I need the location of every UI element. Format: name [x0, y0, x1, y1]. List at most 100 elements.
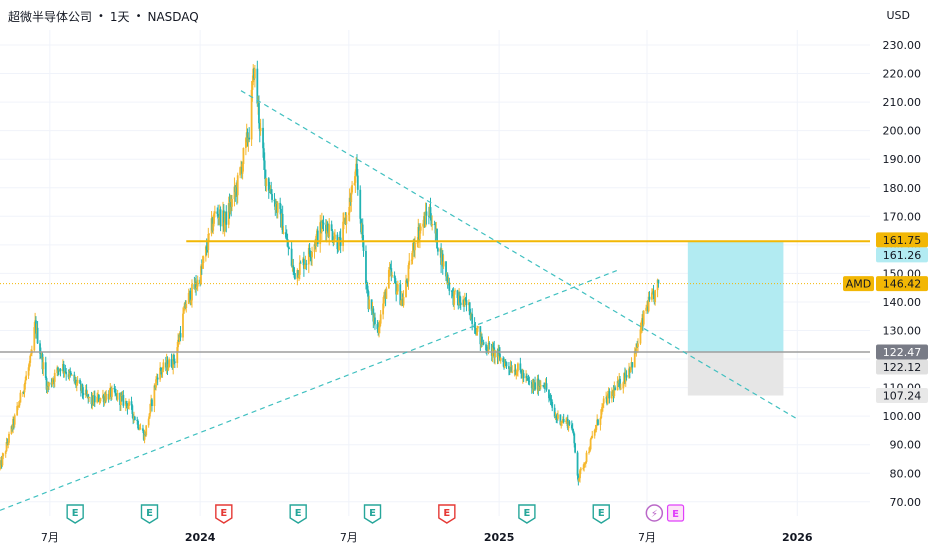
candle-body [267, 178, 270, 191]
candle-body [19, 392, 22, 403]
event-marker[interactable]: E [140, 504, 159, 524]
candle-body [354, 171, 357, 183]
candle-body [75, 383, 78, 386]
candle-body [29, 355, 32, 363]
candle [88, 396, 90, 403]
candle-body [246, 132, 249, 143]
candle-body [125, 401, 128, 405]
separator-dot-icon: • [98, 11, 104, 22]
candle-body [648, 296, 651, 300]
candle-body [366, 285, 369, 292]
price-tag-text: 122.12 [883, 361, 922, 374]
candle-body [442, 261, 445, 267]
candle-body [85, 389, 88, 395]
candle-body [70, 374, 73, 376]
candle-body [173, 354, 175, 362]
candle [436, 247, 439, 256]
candle-body [584, 463, 586, 465]
price-tag: 122.12 [876, 359, 928, 375]
candle [36, 321, 39, 345]
candle-body [657, 279, 660, 284]
candle-body [382, 303, 385, 315]
candle [96, 392, 99, 404]
candle [122, 390, 125, 408]
candle-body [120, 395, 122, 406]
x-tick-label: 2024 [185, 531, 216, 544]
candle-body [588, 449, 591, 452]
event-marker[interactable]: ⚡ [645, 504, 664, 522]
candle [510, 361, 513, 373]
candle-body [281, 214, 284, 234]
candle-body [537, 378, 540, 391]
candle [309, 250, 312, 262]
candle [69, 367, 72, 378]
candle [196, 275, 199, 292]
candle-body [251, 82, 254, 90]
candle [213, 205, 216, 218]
candle-body [584, 461, 587, 464]
candle-body [640, 325, 643, 330]
candle-body [44, 362, 47, 379]
x-tick-label: 2025 [484, 531, 515, 544]
candle [200, 264, 202, 286]
candle [405, 278, 408, 284]
candle [51, 377, 54, 387]
event-marker[interactable]: E [666, 504, 685, 522]
candle [137, 419, 139, 430]
candle-body [370, 299, 373, 311]
event-marker[interactable]: E [592, 504, 610, 524]
candle-body [307, 247, 310, 265]
candle-body [321, 221, 324, 223]
candle-body [42, 362, 45, 370]
candle-body [418, 230, 421, 240]
candle-body [137, 428, 140, 430]
candle-body [511, 371, 514, 373]
candle [574, 442, 576, 454]
candle-body [93, 395, 96, 403]
candle-body [385, 288, 388, 299]
candle-body [282, 232, 285, 234]
event-marker[interactable]: E [289, 504, 307, 524]
x-tick-label: 7月 [340, 531, 358, 544]
event-marker[interactable]: E [363, 504, 382, 524]
candle [145, 425, 148, 437]
candle-body [356, 163, 358, 176]
candle [459, 296, 462, 311]
candle-body [502, 358, 505, 363]
event-marker[interactable]: E [438, 504, 456, 524]
candle-body [286, 239, 289, 247]
candle-body [593, 430, 596, 436]
symbol-title[interactable]: 超微半导体公司 [8, 10, 93, 24]
candle-body [476, 326, 479, 329]
candle-body [453, 291, 456, 305]
interval-label[interactable]: 1天 [109, 10, 130, 24]
event-marker[interactable]: E [215, 504, 233, 524]
candle-body [422, 223, 425, 227]
candle [619, 375, 621, 391]
candle [448, 277, 451, 296]
candle-body [182, 310, 185, 314]
candle [362, 235, 365, 257]
candle [75, 376, 77, 389]
candle [225, 205, 228, 233]
candle-body [316, 230, 319, 245]
candle [213, 211, 215, 227]
y-tick-label: 220.00 [883, 68, 922, 81]
event-marker[interactable]: E [518, 504, 536, 524]
candle-body [510, 366, 513, 373]
event-marker[interactable]: E [66, 504, 84, 524]
candle [647, 291, 650, 313]
candle-body [610, 391, 613, 399]
candle-body [550, 399, 553, 402]
candle [97, 393, 100, 403]
candle [270, 181, 273, 195]
candle [508, 361, 510, 376]
currency-label[interactable]: USD [886, 9, 910, 22]
candle-body [13, 415, 16, 425]
candle [511, 365, 514, 374]
candle-body [471, 313, 474, 324]
event-label: E [672, 509, 679, 520]
candle [5, 437, 8, 452]
candle-body [270, 189, 273, 195]
